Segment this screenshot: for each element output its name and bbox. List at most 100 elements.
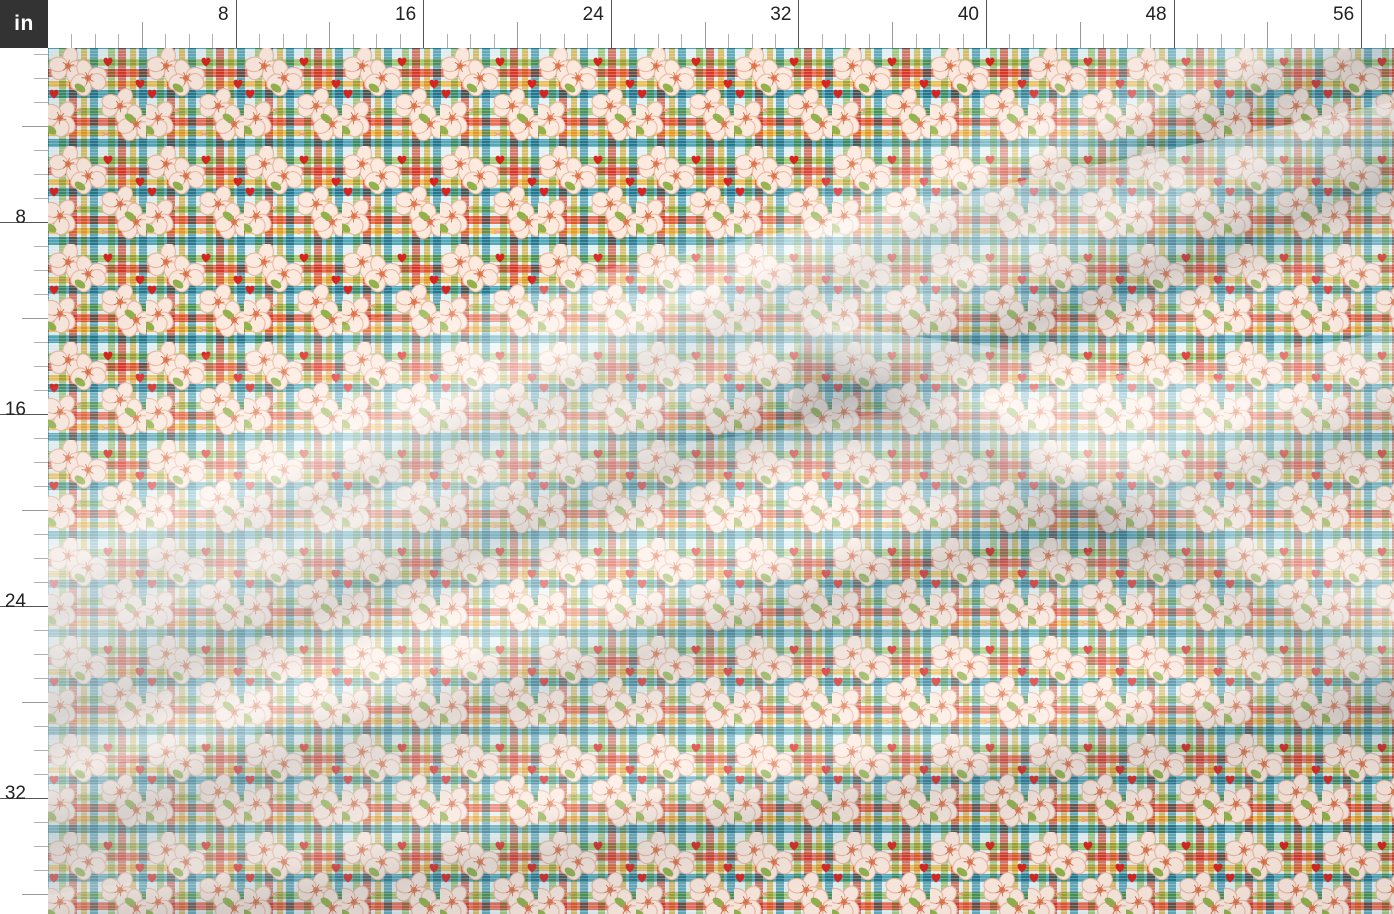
ruler-tick-major	[1361, 0, 1363, 48]
ruler-label-horizontal: 56	[1333, 4, 1355, 25]
ruler-tick-minor	[34, 654, 48, 655]
ruler-tick-minor	[34, 486, 48, 487]
ruler-tick-minor	[34, 246, 48, 247]
ruler-tick-minor	[470, 34, 472, 48]
ruler-tick-major	[423, 0, 425, 48]
ruler-tick-minor	[282, 34, 284, 48]
ruler-tick-mid	[329, 22, 331, 48]
ruler-tick-major	[235, 0, 237, 48]
ruler-tick-minor	[1314, 34, 1316, 48]
ruler-tick-minor	[563, 34, 565, 48]
ruler-label-vertical: 16	[4, 399, 26, 420]
ruler-tick-major	[0, 606, 48, 607]
ruler-tick-minor	[259, 34, 261, 48]
ruler-tick-minor	[34, 558, 48, 559]
ruler-tick-minor	[118, 34, 120, 48]
ruler-tick-minor	[939, 34, 941, 48]
ruler-tick-minor	[34, 750, 48, 751]
ruler-tick-minor	[1126, 34, 1128, 48]
ruler-tick-minor	[34, 390, 48, 391]
ruler-tick-minor	[212, 34, 214, 48]
ruler-tick-mid	[22, 510, 48, 511]
ruler-tick-minor	[1009, 34, 1011, 48]
ruler-label-horizontal: 16	[395, 4, 417, 25]
ruler-tick-minor	[1243, 34, 1245, 48]
ruler-tick-mid	[517, 22, 518, 48]
ruler-tick-mid	[141, 22, 143, 48]
ruler-tick-minor	[1103, 34, 1105, 48]
ruler-tick-minor	[399, 34, 401, 48]
ruler-label-horizontal: 48	[1145, 4, 1167, 25]
ruler-tick-minor	[634, 34, 636, 48]
ruler-label-horizontal: 32	[770, 4, 792, 25]
ruler-tick-mid	[1079, 22, 1081, 48]
ruler-tick-minor	[165, 34, 167, 48]
ruler-tick-mid	[892, 22, 894, 48]
unit-badge[interactable]: in	[0, 0, 48, 48]
ruler-tick-minor	[352, 34, 354, 48]
ruler-tick-major	[0, 798, 48, 799]
ruler-tick-minor	[446, 34, 448, 48]
ruler-tick-major	[1173, 0, 1175, 48]
ruler-tick-mid	[22, 894, 48, 895]
ruler-tick-minor	[34, 534, 48, 535]
ruler-tick-minor	[34, 294, 48, 295]
ruler-label-vertical: 24	[4, 591, 26, 612]
ruler-tick-minor	[305, 34, 307, 48]
ruler-tick-minor	[1290, 34, 1292, 48]
ruler-tick-minor	[1197, 34, 1199, 48]
ruler-tick-minor	[1032, 34, 1034, 48]
ruler-tick-minor	[868, 34, 870, 48]
ruler-tick-minor	[587, 34, 589, 48]
ruler-tick-minor	[34, 678, 48, 679]
ruler-tick-mid	[22, 318, 48, 319]
ruler-tick-minor	[34, 150, 48, 151]
ruler-tick-minor	[681, 34, 683, 48]
ruler-tick-minor	[845, 34, 847, 48]
ruler-tick-minor	[1337, 34, 1339, 48]
ruler-tick-minor	[1056, 34, 1058, 48]
ruler-tick-minor	[34, 366, 48, 367]
ruler-tick-minor	[34, 198, 48, 199]
ruler-tick-minor	[34, 174, 48, 175]
ruler-tick-minor	[493, 34, 495, 48]
floral-motif-layer	[48, 48, 1394, 914]
ruler-tick-minor	[188, 34, 190, 48]
ruler-tick-minor	[657, 34, 659, 48]
ruler-label-horizontal: 40	[957, 4, 979, 25]
ruler-tick-minor	[34, 270, 48, 271]
ruler-tick-mid	[1267, 22, 1269, 48]
ruler-tick-minor	[34, 102, 48, 103]
ruler-tick-minor	[71, 34, 73, 48]
ruler-tick-mid	[22, 702, 48, 703]
ruler-tick-mid	[22, 126, 48, 127]
ruler-label-vertical: 32	[4, 783, 26, 804]
ruler-label-horizontal: 8	[218, 4, 229, 25]
ruler-tick-major	[0, 222, 48, 223]
ruler-label-vertical: 8	[15, 207, 26, 228]
horizontal-ruler[interactable]: 8 16 24 32 40 48 56	[0, 0, 1394, 48]
ruler-tick-minor	[1384, 34, 1386, 48]
ruler-tick-minor	[821, 34, 823, 48]
ruler-tick-minor	[34, 438, 48, 439]
ruler-tick-minor	[34, 846, 48, 847]
fabric-vignette	[48, 48, 1394, 914]
ruler-tick-minor	[915, 34, 917, 48]
ruler-tick-minor	[34, 462, 48, 463]
ruler-tick-minor	[34, 78, 48, 79]
ruler-tick-minor	[1220, 34, 1222, 48]
ruler-tick-major	[610, 0, 612, 48]
ruler-label-horizontal: 24	[582, 4, 604, 25]
ruler-tick-major	[798, 0, 800, 48]
ruler-tick-minor	[34, 54, 48, 55]
vertical-ruler[interactable]: 8 16 24 32	[0, 0, 48, 914]
ruler-tick-minor	[34, 870, 48, 871]
ruler-tick-minor	[34, 822, 48, 823]
ruler-tick-minor	[1150, 34, 1152, 48]
fabric-swatch-image[interactable]	[48, 48, 1394, 914]
ruler-tick-minor	[728, 34, 730, 48]
ruler-tick-minor	[774, 34, 776, 48]
ruler-tick-minor	[540, 34, 542, 48]
ruler-tick-minor	[376, 34, 378, 48]
